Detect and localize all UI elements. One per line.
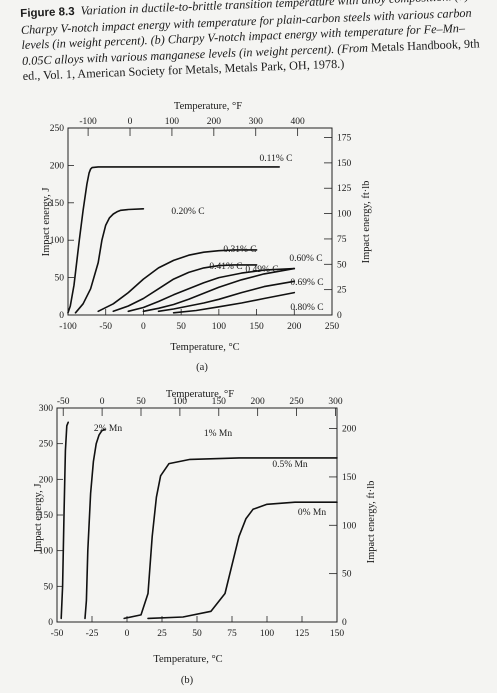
- panel-a-y2-tick-label: 100: [337, 210, 352, 220]
- panel-b-series-line: [123, 457, 338, 620]
- panel-a-series-label: 0.80% C: [290, 303, 323, 313]
- panel-b-x-tick-label: 50: [192, 629, 202, 639]
- panel-b-x-tick-label: -50: [51, 629, 64, 639]
- panel-b-y2-tick-label: 0: [342, 618, 347, 628]
- panel-a-x2-tick-label: 400: [291, 117, 306, 127]
- panel-a-x-tick-label: 200: [287, 322, 302, 332]
- panel-b-y2-label: Impact energy, ft·lb: [366, 481, 377, 564]
- panel-b-series-line: [84, 428, 106, 620]
- panel-a-y2-tick-label: 75: [337, 235, 347, 245]
- panel-a-series-line: [157, 280, 296, 313]
- panel-b-series-label: 1% Mn: [204, 429, 232, 439]
- panel-b-x-tick-label: 75: [227, 629, 237, 639]
- panel-a-x-label: Temperature, °C: [170, 342, 239, 353]
- panel-b-x2-tick-label: 0: [100, 397, 105, 407]
- panel-b-y-tick-label: 250: [39, 440, 54, 450]
- panel-b-y-tick-label: 150: [39, 511, 54, 521]
- panel-b-x2-tick-label: 200: [251, 397, 266, 407]
- panel-a-x2-tick-label: 0: [128, 117, 133, 127]
- panel-a-y2-tick-label: 25: [337, 286, 347, 296]
- panel-b-x2-label: Temperature, °F: [166, 389, 234, 400]
- panel-b-y-tick-label: 50: [44, 582, 54, 592]
- panel-a-series-line: [97, 249, 258, 313]
- panel-a-series-label: 0.60% C: [289, 254, 322, 264]
- panel-b-x-label: Temperature, °C: [153, 654, 222, 665]
- panel-b-series-label: 2% Mn: [94, 424, 122, 434]
- panel-a-y-label: Impact energy, J: [41, 188, 52, 257]
- panel-b-y2-tick-label: 100: [342, 521, 357, 531]
- panel-a-y2-tick-label: 50: [337, 260, 347, 270]
- panel-a-y2-tick-label: 0: [337, 311, 342, 321]
- panel-b-series-line: [60, 421, 69, 620]
- panel-b-x-tick-label: 100: [260, 629, 275, 639]
- panel-a-x-tick-label: -100: [59, 322, 77, 332]
- panel-a-series-line: [74, 208, 145, 314]
- panel-a-plot-frame: [67, 127, 333, 316]
- panel-b-y2-tick-label: 200: [342, 425, 357, 435]
- panel-b-x-tick-label: 25: [157, 629, 167, 639]
- panel-a-y-tick-label: 50: [55, 274, 65, 284]
- panel-b-x2-tick-label: 150: [212, 397, 227, 407]
- panel-b-x-tick-label: 150: [330, 629, 345, 639]
- panel-b-x2-tick-label: 100: [173, 397, 188, 407]
- panel-a-label: (a): [196, 362, 208, 373]
- panel-b-x2-tick-label: -50: [57, 397, 70, 407]
- panel-b-series-label: 0.5% Mn: [272, 460, 308, 470]
- panel-b-x-tick-label: 0: [125, 629, 130, 639]
- panel-b-x2-tick-label: 250: [289, 397, 304, 407]
- panel-a-x2-tick-label: -100: [79, 117, 97, 127]
- panel-a-y-tick-label: 100: [50, 236, 65, 246]
- panel-a-y2-tick-label: 175: [337, 134, 352, 144]
- panel-a-x-tick-label: 250: [325, 322, 340, 332]
- panel-b-y2-tick-label: 50: [342, 570, 352, 580]
- panel-b-y2-tick-label: 150: [342, 473, 357, 483]
- panel-b-y-label: Impact energy, J: [33, 484, 44, 553]
- panel-b-y-tick-label: 200: [39, 475, 54, 485]
- panel-b-label: (b): [181, 675, 194, 686]
- panel-a-series-label: 0.20% C: [171, 207, 204, 217]
- panel-a-series-line: [67, 166, 281, 314]
- panel-b-y-tick-label: 0: [48, 618, 53, 628]
- panel-a-series-label: 0.41% C: [209, 262, 242, 272]
- panel-a-y-tick-label: 0: [59, 311, 64, 321]
- panel-b-x-tick-label: 125: [295, 629, 310, 639]
- panel-a-y2-label: Impact energy, ft·lb: [361, 181, 372, 264]
- panel-a-x2-tick-label: 100: [165, 117, 180, 127]
- panel-a-y-tick-label: 250: [50, 124, 65, 134]
- panel-a-y2-tick-label: 125: [337, 184, 352, 194]
- panel-a-x2-label: Temperature, °F: [174, 101, 242, 112]
- panel-b-x-tick-label: -25: [86, 629, 99, 639]
- panel-a-series-line: [172, 291, 296, 314]
- panel-a-series-label: 0.69% C: [290, 278, 323, 288]
- panel-a-series-label: 0.31% C: [223, 245, 256, 255]
- panel-b-x2-tick-label: 300: [328, 397, 343, 407]
- panel-a-x-tick-label: 150: [249, 322, 264, 332]
- panel-a-x-tick-label: 100: [212, 322, 227, 332]
- panel-b-plot-frame: [56, 407, 338, 623]
- panel-a-x-tick-label: -50: [99, 322, 112, 332]
- panel-b-series-label: 0% Mn: [298, 508, 326, 518]
- panel-a-y2-tick-label: 150: [337, 159, 352, 169]
- panel-a-x2-tick-label: 200: [207, 117, 222, 127]
- panel-b-x2-tick-label: 50: [136, 397, 146, 407]
- panel-a-series-line: [112, 264, 258, 313]
- panel-a-series-label: 0.49% C: [245, 265, 278, 275]
- panel-a-series-line: [127, 267, 296, 313]
- panel-a-series-label: 0.11% C: [260, 154, 293, 164]
- panel-b-series-line: [147, 501, 338, 620]
- panel-a-x-tick-label: 50: [176, 322, 186, 332]
- panel-a-y-tick-label: 150: [50, 199, 65, 209]
- panel-b-y-tick-label: 100: [39, 547, 54, 557]
- panel-a-y-tick-label: 200: [50, 161, 65, 171]
- panel-a-x2-tick-label: 300: [249, 117, 264, 127]
- panel-a-series-line: [142, 267, 296, 313]
- panel-a-x-tick-label: 0: [141, 322, 146, 332]
- panel-b-y-tick-label: 300: [39, 404, 54, 414]
